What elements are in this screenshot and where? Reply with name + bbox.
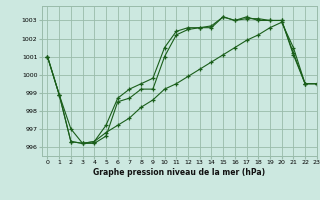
X-axis label: Graphe pression niveau de la mer (hPa): Graphe pression niveau de la mer (hPa)	[93, 168, 265, 177]
